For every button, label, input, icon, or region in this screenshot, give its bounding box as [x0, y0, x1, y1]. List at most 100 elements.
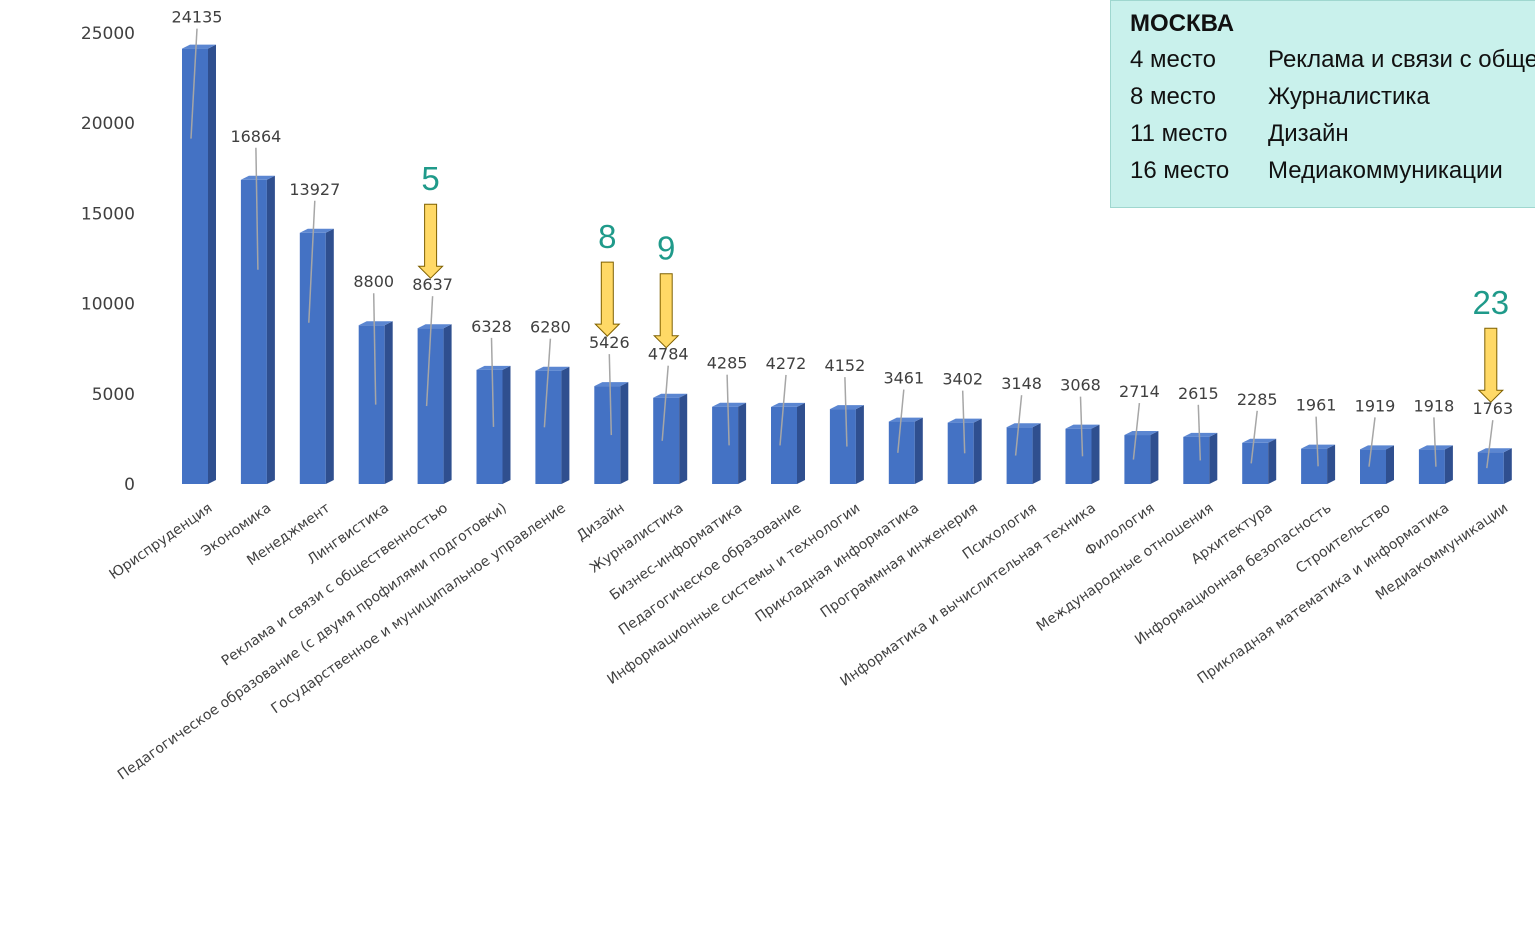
data-label: 2285	[1237, 390, 1278, 409]
bar-side	[208, 45, 216, 484]
data-label: 8800	[353, 272, 394, 291]
data-label: 1918	[1414, 396, 1455, 415]
bar-side	[1504, 448, 1512, 484]
data-label: 4784	[648, 345, 689, 364]
bar	[1360, 445, 1394, 484]
bar	[1242, 439, 1276, 484]
data-label: 6280	[530, 318, 571, 337]
y-axis-ticks: 0 5000 10000 15000 20000 25000	[81, 24, 135, 495]
bar-front	[477, 370, 503, 484]
info-row: 11 место Дизайн	[1130, 115, 1535, 152]
info-row-name: Дизайн	[1268, 120, 1349, 147]
info-box-title: МОСКВА	[1130, 7, 1535, 41]
bar	[653, 394, 687, 484]
bar-side	[738, 403, 746, 484]
bar-front	[1183, 437, 1209, 484]
bar-front	[712, 407, 738, 484]
info-row-place: 4 место	[1130, 41, 1268, 78]
bar	[771, 403, 805, 484]
info-row-place: 11 место	[1130, 115, 1268, 152]
bar-side	[915, 418, 923, 484]
y-tick-label: 25000	[81, 24, 135, 44]
rank-number: 23	[1472, 284, 1509, 321]
bar-side	[1386, 445, 1394, 484]
bar-side	[620, 382, 628, 484]
info-row-name: Реклама и связи с общественностью	[1268, 46, 1535, 73]
info-row-name: Медиакоммуникации	[1268, 157, 1503, 184]
x-axis-labels: ЮриспруденцияЭкономикаМенеджментЛингвист…	[106, 500, 1511, 783]
bar-side	[267, 176, 275, 484]
bar-side	[1327, 445, 1335, 484]
rank-marker: 23	[1472, 284, 1509, 402]
bar-front	[594, 386, 620, 484]
bar-front	[1007, 427, 1033, 484]
y-tick-label: 10000	[81, 295, 135, 315]
x-tick-label: Дизайн	[574, 500, 628, 544]
rank-number: 8	[598, 218, 616, 255]
bar-side	[1445, 445, 1453, 484]
data-label: 24135	[172, 8, 223, 27]
bar-side	[1268, 439, 1276, 484]
info-row-name: Журналистика	[1268, 83, 1430, 110]
data-label: 4285	[707, 354, 748, 373]
bar	[300, 229, 334, 484]
y-tick-label: 20000	[81, 114, 135, 134]
bar-front	[771, 407, 797, 484]
x-tick-label: Педагогическое образование (с двумя проф…	[115, 500, 510, 783]
bar-front	[418, 328, 444, 484]
data-label: 4152	[825, 356, 866, 375]
rank-number: 5	[421, 160, 439, 197]
data-label: 3402	[942, 370, 983, 389]
data-label: 1919	[1355, 396, 1396, 415]
data-label: 6328	[471, 317, 512, 336]
bar	[535, 367, 569, 484]
bar-side	[974, 419, 982, 484]
bar-front	[1301, 449, 1327, 484]
bar-side	[1150, 431, 1158, 484]
rank-number: 9	[657, 230, 675, 267]
data-label: 1763	[1472, 399, 1513, 418]
bar	[1007, 423, 1041, 484]
data-label: 2714	[1119, 382, 1160, 401]
down-arrow-icon	[1479, 328, 1503, 402]
bar-front	[653, 398, 679, 484]
down-arrow-icon	[419, 204, 443, 278]
bar-side	[1209, 433, 1217, 484]
bar-front	[182, 49, 208, 484]
bar-side	[444, 324, 452, 484]
data-label: 3148	[1001, 374, 1042, 393]
down-arrow-icon	[595, 262, 619, 336]
data-label: 1961	[1296, 396, 1337, 415]
down-arrow-icon	[654, 274, 678, 348]
x-tick-label: Юриспруденция	[106, 500, 215, 583]
bar-front	[1419, 449, 1445, 484]
bar-front	[241, 180, 267, 484]
bar-side	[797, 403, 805, 484]
bar-front	[535, 371, 561, 484]
bar-side	[679, 394, 687, 484]
y-tick-label: 15000	[81, 204, 135, 224]
bar	[1478, 448, 1512, 484]
bar-front	[359, 325, 385, 484]
bar-front	[1360, 449, 1386, 484]
bar	[241, 176, 275, 484]
bar-side	[503, 366, 511, 484]
bar-front	[889, 422, 915, 484]
bar-front	[1478, 452, 1504, 484]
bar	[1124, 431, 1158, 484]
rank-marker: 9	[654, 230, 678, 348]
info-row-place: 8 место	[1130, 78, 1268, 115]
data-label: 3068	[1060, 376, 1101, 395]
bar-front	[830, 409, 856, 484]
bar-front	[300, 233, 326, 484]
bar-front	[1066, 429, 1092, 484]
data-label: 8637	[412, 275, 453, 294]
bar-front	[948, 423, 974, 484]
moscow-info-box: МОСКВА 4 местоРеклама и связи с обществе…	[1110, 0, 1535, 208]
bar	[889, 418, 923, 484]
info-row: 16 место Медиакоммуникации	[1130, 152, 1535, 189]
bar	[418, 324, 452, 484]
bar-side	[561, 367, 569, 484]
bar-front	[1242, 443, 1268, 484]
